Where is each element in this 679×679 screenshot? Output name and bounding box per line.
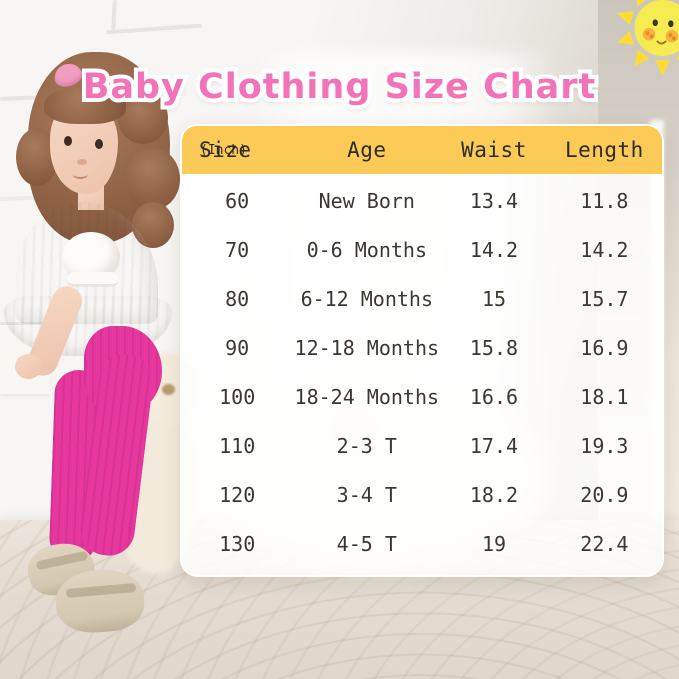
waist-value: 17.4: [469, 434, 519, 459]
page-title-text: Baby Clothing Size Chart: [82, 67, 597, 107]
child-hair-curl: [132, 202, 174, 248]
page-title-outline: Baby Clothing Size Chart: [79, 63, 600, 111]
size-unit-label: (Inch): [200, 142, 247, 158]
age-value: 18-24 Months: [294, 385, 440, 410]
child-hair-fringe: [44, 86, 126, 124]
table-row: 110 2-3 T 17.4 19.3: [182, 422, 662, 471]
waist-value: 14.2: [469, 237, 519, 262]
size-value: 100: [219, 385, 256, 410]
table-row: 130 4-5 T 19 22.4: [182, 520, 662, 569]
table-row: 70 0-6 Months 14.2 14.2: [182, 225, 662, 274]
age-value: 3-4 T: [336, 483, 397, 508]
length-value: 20.9: [580, 483, 629, 508]
age-value: New Born: [318, 188, 415, 213]
age-value: 2-3 T: [336, 434, 397, 459]
column-header-age: Age: [347, 138, 387, 162]
size-value: 60: [225, 188, 250, 213]
child-eye: [95, 139, 103, 149]
waist-value: 18.2: [469, 483, 519, 508]
table-row: 60 New Born 13.4 11.8: [182, 176, 662, 225]
teddy-bear-nose: [162, 384, 175, 395]
size-chart-panel: Size (Inch) Age Waist Length 60 New Born …: [180, 124, 664, 577]
sleeve-cuff: [67, 272, 119, 287]
size-label: Size: [199, 138, 252, 162]
table-body: 60 New Born 13.4 11.8 70 0-6 Months 14.2…: [182, 174, 662, 575]
length-value: 15.7: [580, 286, 629, 311]
size-value: 130: [219, 532, 256, 557]
waist-value: 13.4: [469, 188, 519, 213]
child-hand: [15, 354, 42, 379]
length-value: 16.9: [580, 335, 629, 360]
waist-value: 19: [481, 532, 507, 557]
column-header-waist: Waist: [461, 138, 527, 162]
length-value: 22.4: [580, 532, 629, 557]
age-value: 0-6 Months: [306, 237, 427, 262]
age-value: 12-18 Months: [294, 335, 440, 360]
column-header-length: Length: [564, 138, 644, 162]
child-hair-curl: [126, 148, 180, 210]
column-header-size: Size (Inch): [182, 138, 292, 162]
child-mouth: [73, 170, 88, 179]
length-value: 11.8: [580, 188, 629, 213]
size-value: 110: [219, 434, 256, 459]
waist-value: 15.8: [469, 335, 519, 360]
table-row: 90 12-18 Months 15.8 16.9: [182, 323, 662, 372]
table-header-row: Size (Inch) Age Waist Length: [182, 126, 662, 174]
child-eye: [64, 136, 72, 146]
table-row: 80 6-12 Months 15 15.7: [182, 274, 662, 323]
sun-icon: [617, 0, 679, 76]
table-row: 100 18-24 Months 16.6 18.1: [182, 373, 662, 422]
size-value: 120: [219, 483, 256, 508]
length-value: 19.3: [580, 434, 629, 459]
waist-value: 15: [481, 286, 507, 311]
waist-value: 16.6: [469, 385, 519, 410]
size-value: 80: [225, 286, 250, 311]
child-nose: [77, 159, 87, 165]
size-value: 70: [225, 237, 250, 262]
length-value: 18.1: [580, 385, 629, 410]
age-value: 6-12 Months: [300, 286, 434, 311]
size-value: 90: [225, 335, 250, 360]
length-value: 14.2: [580, 237, 629, 262]
page-title: Baby Clothing Size Chart Baby Clothing S…: [0, 63, 679, 111]
table-row: 120 3-4 T 18.2 20.9: [182, 471, 662, 520]
age-value: 4-5 T: [336, 532, 397, 557]
child-hair-curl: [118, 92, 168, 144]
